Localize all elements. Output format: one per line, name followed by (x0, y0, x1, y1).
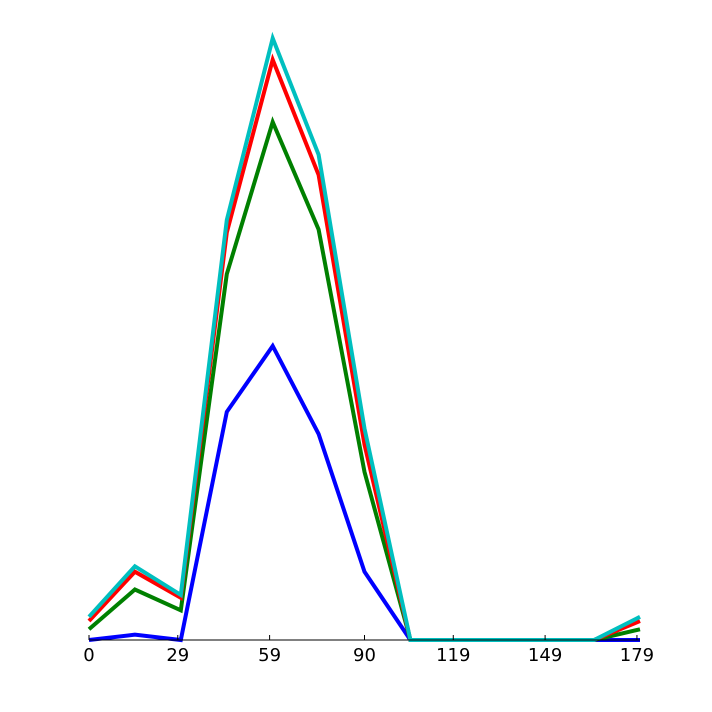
series-line-2 (87, 116, 641, 642)
x-tick-label: 90 (353, 645, 376, 666)
series-line-3 (87, 53, 641, 642)
x-tick-label: 119 (436, 645, 470, 666)
x-tick-label: 179 (620, 645, 654, 666)
series-layer (87, 31, 641, 643)
x-tick-label: 29 (166, 645, 189, 666)
x-axis-ticks: 0 29 59 90 119 149 179 (83, 635, 654, 666)
series-line-1 (88, 342, 640, 643)
series-line-4 (87, 31, 641, 642)
x-tick-label: 0 (83, 645, 94, 666)
x-tick-label: 149 (528, 645, 562, 666)
x-tick-label: 59 (258, 645, 281, 666)
